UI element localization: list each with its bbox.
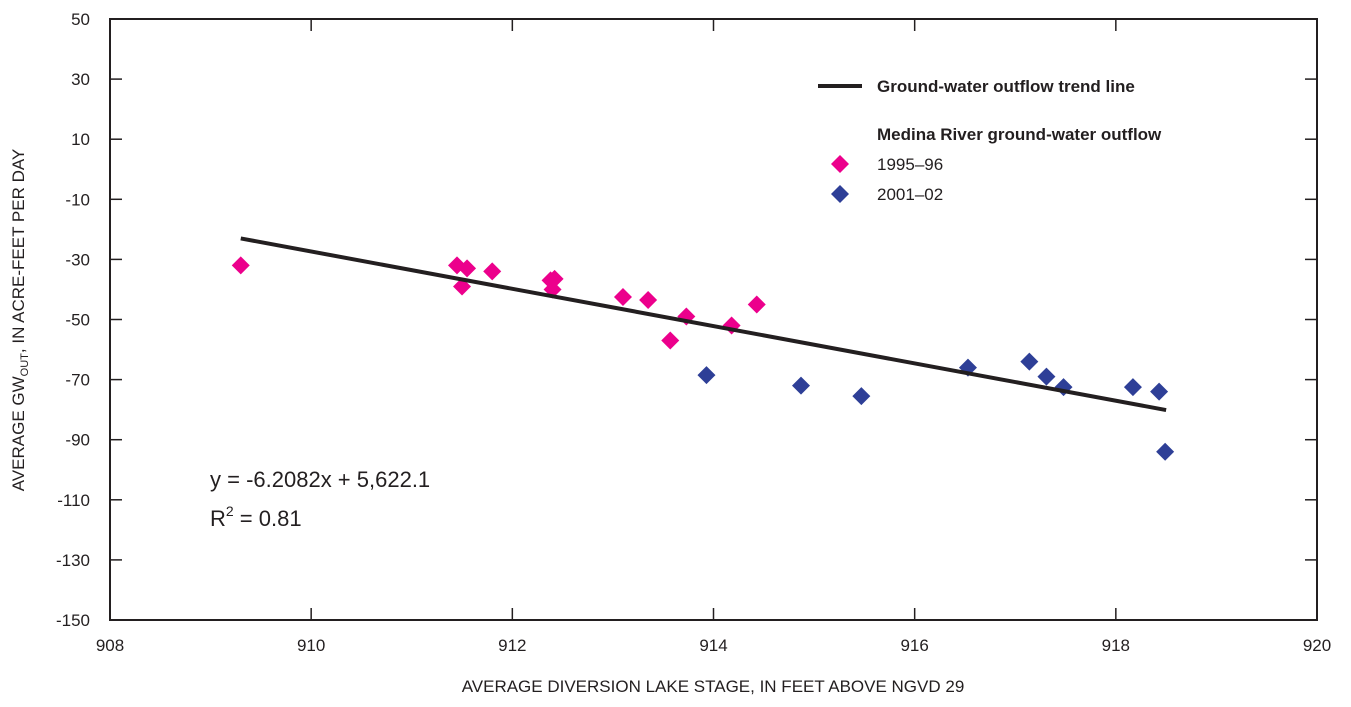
y-axis-title-subscript: OUT <box>19 353 31 377</box>
x-tick-label-918: 918 <box>1102 636 1130 655</box>
data-point-1995-96-8 <box>613 287 632 306</box>
x-tick-label-916: 916 <box>900 636 928 655</box>
x-tick-label-912: 912 <box>498 636 526 655</box>
y-tick-label-50: -50 <box>65 311 90 330</box>
legend-label-2001-02: 2001–02 <box>877 185 943 204</box>
data-point-1995-96-10 <box>661 331 680 350</box>
r-squared-superscript: 2 <box>226 503 234 519</box>
y-tick-label-30: -30 <box>65 250 90 269</box>
data-points <box>231 256 1175 461</box>
y-tick-label-30: 30 <box>71 70 90 89</box>
legend-marker-2001-02 <box>831 185 849 203</box>
x-tick-label-910: 910 <box>297 636 325 655</box>
y-tick-label-10: -10 <box>65 190 90 209</box>
data-point-2001-02-9 <box>1156 442 1175 461</box>
r-squared-label: R2 = 0.81 <box>210 503 302 531</box>
y-tick-label-110: -110 <box>57 491 90 510</box>
legend-marker-1995-96 <box>831 155 849 173</box>
legend: Ground-water outflow trend line Medina R… <box>818 77 1162 204</box>
x-tick-label-914: 914 <box>699 636 727 655</box>
y-tick-label-90: -90 <box>65 431 90 450</box>
data-point-2001-02-2 <box>852 387 871 406</box>
data-point-2001-02-7 <box>1123 378 1142 397</box>
y-tick-label-10: 10 <box>71 130 90 149</box>
x-axis-ticks: 908 910 912 914 916 918 920 <box>96 19 1331 655</box>
data-point-2001-02-5 <box>1037 367 1056 386</box>
data-point-2001-02-8 <box>1150 382 1169 401</box>
data-point-1995-96-3 <box>458 259 477 278</box>
legend-trend-label: Ground-water outflow trend line <box>877 77 1135 96</box>
x-tick-label-908: 908 <box>96 636 124 655</box>
equation-line: y = -6.2082x + 5,622.1 <box>210 467 430 492</box>
data-point-1995-96-0 <box>231 256 250 275</box>
y-axis-title-prefix: AVERAGE GW <box>9 376 28 491</box>
legend-diamond-1995-96 <box>831 155 849 173</box>
y-axis-ticks: 50 30 10 -10 -30 -50 -70 -90 -110 -130 -150 <box>56 10 1317 630</box>
legend-label-1995-96: 1995–96 <box>877 155 943 174</box>
trend-line-group <box>240 236 1167 413</box>
r-squared-prefix: R <box>210 506 226 531</box>
x-axis-title: AVERAGE DIVERSION LAKE STAGE, IN FEET AB… <box>462 677 965 696</box>
data-point-2001-02-4 <box>1020 352 1039 371</box>
r-squared-value: = 0.81 <box>234 506 302 531</box>
legend-group-title: Medina River ground-water outflow <box>877 125 1162 144</box>
y-axis-title-suffix: , IN ACRE-FEET PER DAY <box>9 149 28 353</box>
legend-diamond-2001-02 <box>831 185 849 203</box>
trend-line <box>240 236 1167 413</box>
y-tick-label-70: -70 <box>65 371 90 390</box>
regression-equation: y = -6.2082x + 5,622.1 R2 = 0.81 <box>210 467 430 531</box>
data-point-2001-02-0 <box>697 366 716 385</box>
x-tick-label-920: 920 <box>1303 636 1331 655</box>
data-point-1995-96-7 <box>545 269 564 288</box>
y-tick-label-50: 50 <box>71 10 90 29</box>
data-point-2001-02-1 <box>792 376 811 395</box>
plot-frame <box>109 18 1318 621</box>
y-axis-title: AVERAGE GWOUT, IN ACRE-FEET PER DAY <box>9 149 31 492</box>
data-point-1995-96-4 <box>483 262 502 281</box>
data-point-1995-96-9 <box>639 290 658 309</box>
y-tick-label-150: -150 <box>56 611 90 630</box>
data-point-1995-96-13 <box>747 295 766 314</box>
y-tick-label-130: -130 <box>56 551 90 570</box>
